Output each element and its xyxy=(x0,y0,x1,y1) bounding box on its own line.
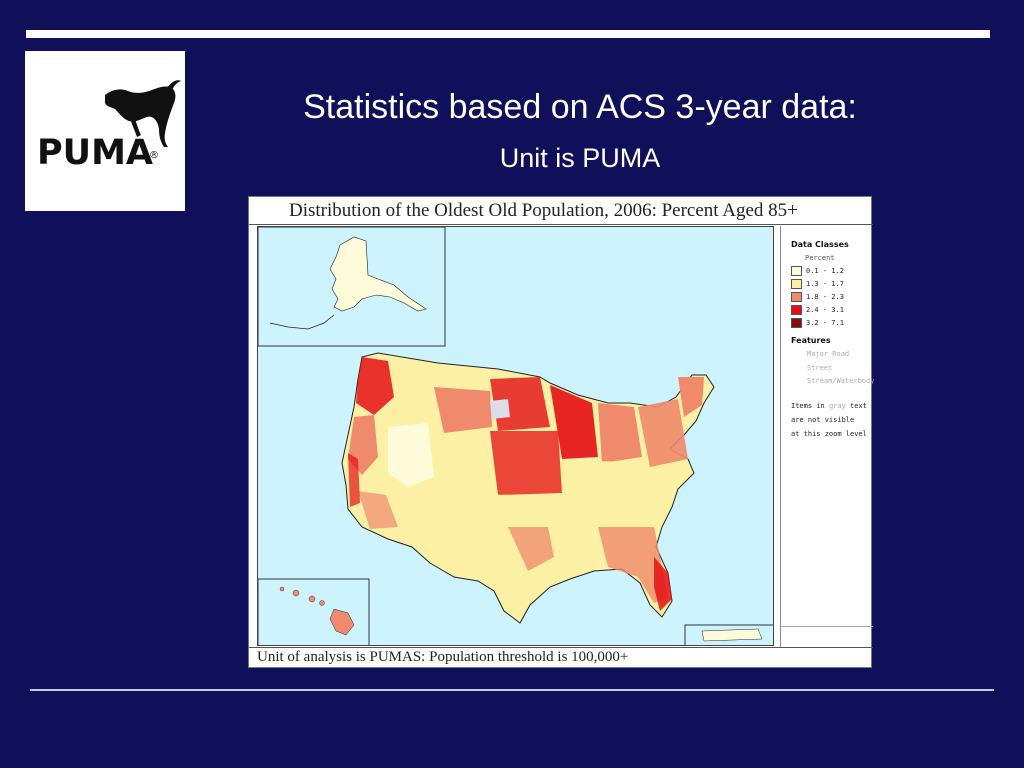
bottom-rule xyxy=(30,689,994,691)
slide-subtitle: Unit is PUMA xyxy=(499,143,661,173)
note-gray-word: gray xyxy=(828,402,846,410)
puerto-rico-inset xyxy=(684,624,773,645)
legend-swatch xyxy=(791,279,802,289)
top-rule xyxy=(26,30,990,38)
legend-class-4: 3.2 - 7.1 xyxy=(791,318,844,329)
legend-class-label: 0.1 - 1.2 xyxy=(806,267,844,275)
legend-class-3: 2.4 - 3.1 xyxy=(791,305,844,316)
legend-class-label: 1.3 - 1.7 xyxy=(806,280,844,288)
logo-wordmark: PUMA xyxy=(37,133,153,173)
map-frame xyxy=(257,226,774,646)
puma-cat-logo-icon: PUMA ® xyxy=(37,80,181,173)
legend-swatch xyxy=(791,266,802,276)
choropleth-map xyxy=(258,227,773,645)
legend-swatch xyxy=(791,318,802,328)
legend-class-label: 2.4 - 3.1 xyxy=(806,306,844,314)
legend-divider xyxy=(781,626,873,627)
note-part-1: Items in xyxy=(791,402,829,410)
feature-major-road: Major Road xyxy=(807,350,850,358)
legend-class-label: 3.2 - 7.1 xyxy=(806,319,844,327)
legend-class-0: 0.1 - 1.2 xyxy=(791,266,844,277)
alaska-inset xyxy=(258,227,446,347)
contiguous-us xyxy=(341,352,715,624)
map-title: Distribution of the Oldest Old Populatio… xyxy=(249,197,873,225)
note-part-2: text xyxy=(845,402,867,410)
legend-class-label: 1.8 - 2.3 xyxy=(806,293,844,301)
legend-note-line-2: are not visible xyxy=(791,416,855,424)
map-figure: Distribution of the Oldest Old Populatio… xyxy=(248,196,875,668)
feature-stream-waterbody: Stream/Waterbody xyxy=(807,377,875,385)
puma-logo: PUMA ® xyxy=(25,51,185,211)
legend-heading: Data Classes xyxy=(791,240,849,249)
legend-class-2: 1.8 - 2.3 xyxy=(791,292,844,303)
feature-street: Street xyxy=(807,364,833,372)
legend-swatch xyxy=(791,292,802,302)
legend-note-line-1: Items in gray text xyxy=(791,402,867,410)
legend-note-line-3: at this zoom level xyxy=(791,430,867,438)
features-heading: Features xyxy=(791,336,831,345)
legend-panel: Data Classes Percent 0.1 - 1.2 1.3 - 1.7 1… xyxy=(780,226,875,647)
hawaii-inset xyxy=(258,578,370,645)
slide-title: Statistics based on ACS 3-year data: xyxy=(303,88,857,126)
legend-swatch xyxy=(791,305,802,315)
legend-class-1: 1.3 - 1.7 xyxy=(791,279,844,290)
registered-mark: ® xyxy=(149,150,159,161)
legend-unit: Percent xyxy=(805,254,835,262)
map-caption: Unit of analysis is PUMAS: Population th… xyxy=(249,647,873,667)
